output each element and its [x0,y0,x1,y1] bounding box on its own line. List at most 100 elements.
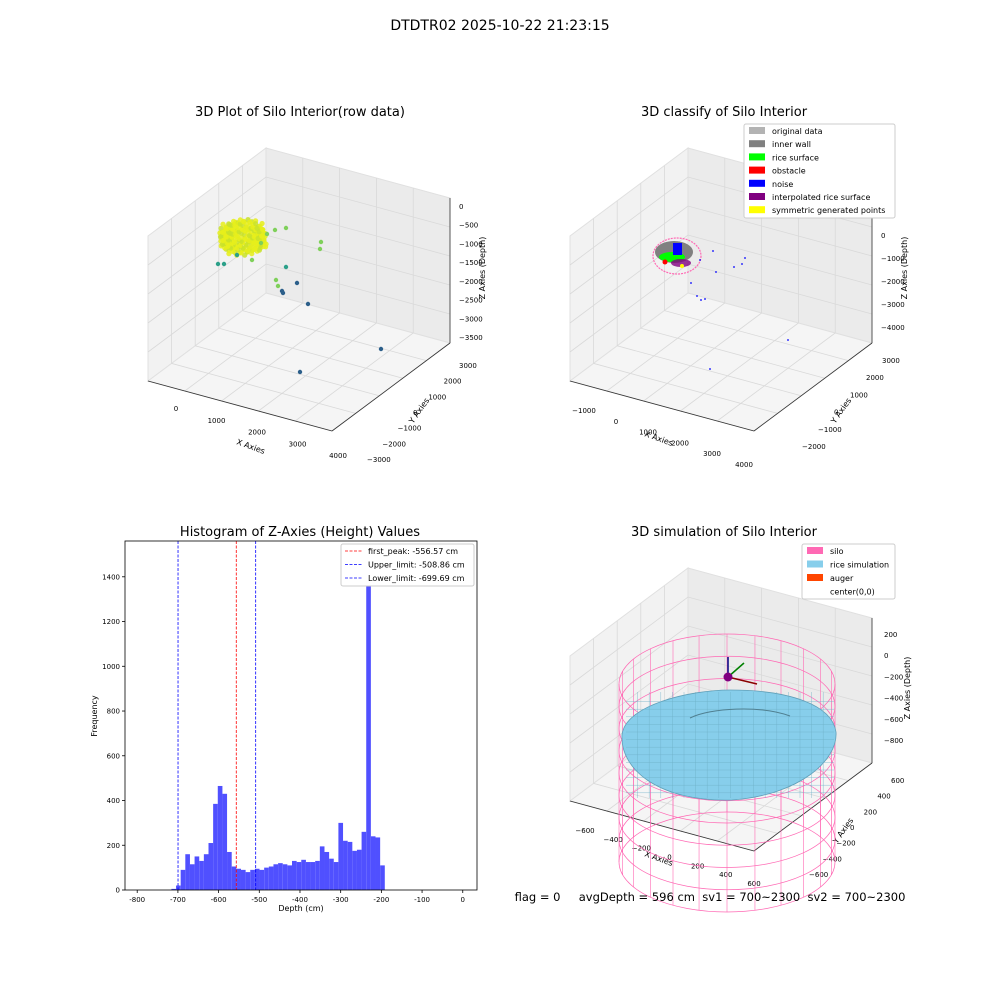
p1-z-tick-label: −500 [459,222,478,230]
p3-bar [203,854,209,890]
p4-legend-label: silo [830,547,844,556]
p3-bar [199,860,204,890]
p1-gridline [147,205,451,295]
p1-gridline [258,178,377,412]
p2-noise-point [741,263,743,265]
p3-bar [264,867,269,890]
p1-z-tick-label: −1500 [459,259,483,267]
p3-x-tick-label: -100 [414,896,430,904]
p2-legend-swatch [749,193,765,200]
p2-gridline [593,218,778,414]
p2-gridline [569,205,873,295]
p4-x-tick-label: −200 [632,845,651,853]
p3-bar [268,866,274,890]
p1-point [219,241,226,247]
p1-y-tick-label: 2000 [444,378,462,386]
p3-y-tick-label: 1000 [102,663,120,671]
figure-suptitle: DTDTR02 2025-10-22 21:23:15 [390,18,610,34]
p3-x-tick-label: -600 [211,896,227,904]
p3-bar [333,862,339,890]
p3-bar [171,888,177,890]
p2-gridline [606,158,726,392]
p2-x-axis [569,380,755,432]
panel3-histogram: -800 -700 -600 -500 -400 -300 -200 -100 0 0 200 400… [90,540,478,913]
p2-xlabel: X Axies [643,429,674,448]
p2-noise-point [712,250,714,252]
p2-legend-label: symmetric generated points [772,206,885,215]
p2-ylabel: Y Axies [829,396,854,426]
p4-x-tick-label: 200 [691,862,704,870]
p4-gridline [569,654,873,744]
p1-point [248,244,254,250]
p4-y-tick-label: −400 [823,855,842,863]
p1-y-tick-label: 3000 [459,362,477,370]
p2-legend-label: rice surface [772,153,819,162]
p4-y-tick-label: −200 [836,840,855,848]
p3-xlabel: Depth (cm) [278,904,323,913]
p4-center-axes [723,657,758,685]
p3-bar [338,822,344,890]
p2-noise-point [733,266,735,268]
p2-legend-label: interpolated rice surface [772,193,870,202]
p3-legend: first_peak: -556.57 cm Upper_limit: -508.… [340,543,475,587]
p4-x-tick-label: 400 [719,871,732,879]
p4-xlabel: X Axies [643,849,674,868]
p3-bar [366,558,371,890]
p1-point [220,229,226,235]
p4-z-tick-label: 0 [884,652,888,660]
p3-bar [310,862,316,890]
p1-z-tick-label: −3000 [459,315,483,323]
p2-y-tick-label: 0 [834,409,838,417]
p2-noise-point [709,368,711,370]
panel1-3d-scatter: 0 1000 2000 3000 4000 −3000 −2000 −1000 0 1000 200… [146,147,487,464]
p3-bar [273,864,279,890]
p3-y-tick-label: 400 [107,797,120,805]
p2-y-tick-label: 2000 [866,374,884,382]
p4-x-tick-label: 600 [747,880,760,888]
p4-legend-box [801,543,896,600]
p2-interpolated-ring [652,237,702,275]
p3-bar [245,872,251,890]
p3-bar [292,860,297,890]
p3-legend-label: Lower_limit: -699.69 cm [368,574,465,583]
p1-gridline [184,158,304,392]
p1-y-tick-label: −3000 [367,456,391,464]
p2-legend-swatch [749,166,765,174]
p2-z-tick-label: −2000 [881,278,905,286]
p1-x-tick-label: 0 [174,405,178,413]
p2-gridline [680,178,799,412]
p2-noise-point [700,299,702,301]
p2-noise-point [696,295,698,297]
p1-gridline [147,263,451,353]
p2-y-tick-label: 3000 [882,357,900,365]
p3-bar [287,865,293,890]
p2-noise-point [744,257,746,259]
p1-x-tick-label: 1000 [208,417,226,425]
p4-y-tick-label: 200 [864,808,877,816]
p1-z-tick-label: −3500 [459,334,483,342]
p1-gridline [241,165,427,361]
p2-x-tick-label: 0 [614,418,618,426]
p2-y-axis [753,342,873,432]
p4-gridline [593,638,778,834]
p4-x-tick-label: 0 [667,854,671,862]
p3-bar [236,868,241,890]
p1-point [297,369,303,375]
p3-bar [380,865,385,890]
p3-y-tick-label: 200 [107,842,120,850]
p1-y-tick-label: −2000 [382,440,406,448]
p1-z-tick-label: 0 [459,203,463,211]
p1-point [223,234,230,240]
p1-x-tick-label: 2000 [248,429,266,437]
p3-bar [213,803,218,890]
p4-y-tick-label: 400 [877,793,890,801]
p3-bar [324,851,330,890]
p1-point-cloud [215,217,384,375]
p2-gridline [616,200,802,397]
p2-gridline [640,183,825,379]
p2-y-tick-label: −1000 [818,426,842,434]
p2-obstacle [662,259,668,265]
p4-z-tick-label: −600 [884,716,903,724]
p3-bar [222,793,228,890]
p3-x-tick-label: 0 [461,896,465,904]
